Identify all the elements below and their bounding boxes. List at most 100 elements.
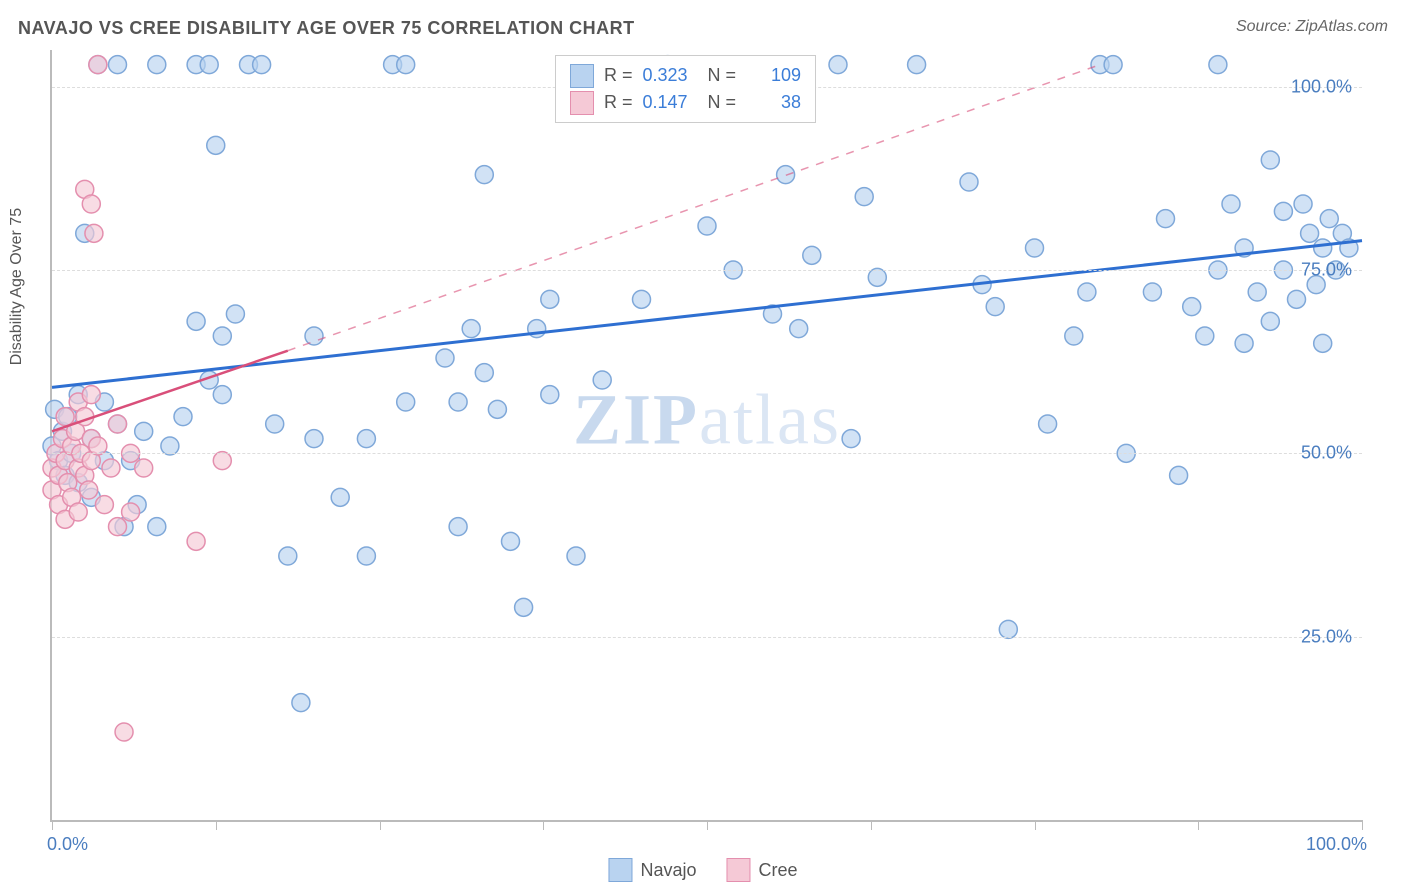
data-point <box>541 386 559 404</box>
data-point <box>842 430 860 448</box>
r-label: R = <box>604 89 633 116</box>
data-point <box>908 56 926 74</box>
y-tick-label: 100.0% <box>1291 76 1352 97</box>
legend-row: R = 0.323 N = 109 <box>570 62 801 89</box>
legend-label: Cree <box>759 860 798 881</box>
data-point <box>82 386 100 404</box>
data-point <box>1143 283 1161 301</box>
data-point <box>174 408 192 426</box>
legend-swatch <box>570 91 594 115</box>
data-point <box>803 246 821 264</box>
data-point <box>213 386 231 404</box>
data-point <box>1248 283 1266 301</box>
data-point <box>213 327 231 345</box>
n-label: N = <box>708 62 737 89</box>
data-point <box>1235 334 1253 352</box>
data-point <box>89 56 107 74</box>
data-point <box>80 481 98 499</box>
data-point <box>829 56 847 74</box>
data-point <box>305 430 323 448</box>
legend-swatch <box>570 64 594 88</box>
data-point <box>1065 327 1083 345</box>
data-point <box>187 532 205 550</box>
data-point <box>1104 56 1122 74</box>
data-point <box>960 173 978 191</box>
data-point <box>567 547 585 565</box>
data-point <box>357 430 375 448</box>
n-value: 109 <box>746 62 801 89</box>
x-tick <box>871 820 872 830</box>
data-point <box>148 56 166 74</box>
r-value: 0.147 <box>643 89 698 116</box>
x-tick <box>1035 820 1036 830</box>
data-point <box>777 166 795 184</box>
data-point <box>1314 239 1332 257</box>
y-tick-label: 50.0% <box>1301 443 1352 464</box>
data-point <box>1222 195 1240 213</box>
series-legend: Navajo Cree <box>608 858 797 882</box>
data-point <box>475 166 493 184</box>
data-point <box>331 488 349 506</box>
data-point <box>292 694 310 712</box>
data-point <box>82 195 100 213</box>
data-point <box>1261 151 1279 169</box>
r-value: 0.323 <box>643 62 698 89</box>
data-point <box>213 452 231 470</box>
data-point <box>102 459 120 477</box>
data-point <box>1196 327 1214 345</box>
data-point <box>305 327 323 345</box>
legend-swatch <box>727 858 751 882</box>
data-point <box>266 415 284 433</box>
data-point <box>161 437 179 455</box>
data-point <box>187 312 205 330</box>
data-point <box>502 532 520 550</box>
data-point <box>868 268 886 286</box>
data-point <box>357 547 375 565</box>
data-point <box>541 290 559 308</box>
y-axis-title: Disability Age Over 75 <box>8 208 26 365</box>
data-point <box>1183 298 1201 316</box>
data-point <box>135 422 153 440</box>
data-point <box>462 320 480 338</box>
r-label: R = <box>604 62 633 89</box>
data-point <box>449 518 467 536</box>
data-point <box>109 56 127 74</box>
data-point <box>148 518 166 536</box>
gridline <box>52 270 1362 271</box>
data-point <box>488 400 506 418</box>
data-point <box>1026 239 1044 257</box>
data-point <box>986 298 1004 316</box>
chart-title: NAVAJO VS CREE DISABILITY AGE OVER 75 CO… <box>18 18 635 38</box>
data-point <box>790 320 808 338</box>
data-point <box>999 620 1017 638</box>
legend-item: Navajo <box>608 858 696 882</box>
gridline <box>52 453 1362 454</box>
data-point <box>436 349 454 367</box>
legend-label: Navajo <box>640 860 696 881</box>
stats-legend: R = 0.323 N = 109 R = 0.147 N = 38 <box>555 55 816 123</box>
x-axis-max-label: 100.0% <box>1306 834 1367 855</box>
x-tick <box>543 820 544 830</box>
data-point <box>475 364 493 382</box>
data-point <box>698 217 716 235</box>
data-point <box>135 459 153 477</box>
x-tick <box>707 820 708 830</box>
n-label: N = <box>708 89 737 116</box>
n-value: 38 <box>746 89 801 116</box>
data-point <box>449 393 467 411</box>
data-point <box>855 188 873 206</box>
data-point <box>1209 56 1227 74</box>
data-point <box>109 415 127 433</box>
data-point <box>1157 210 1175 228</box>
data-point <box>1170 466 1188 484</box>
data-point <box>633 290 651 308</box>
data-point <box>1314 334 1332 352</box>
x-tick <box>1362 820 1363 830</box>
data-point <box>69 503 87 521</box>
data-point <box>1320 210 1338 228</box>
data-point <box>109 518 127 536</box>
y-tick-label: 75.0% <box>1301 260 1352 281</box>
x-axis-min-label: 0.0% <box>47 834 88 855</box>
data-point <box>207 136 225 154</box>
legend-row: R = 0.147 N = 38 <box>570 89 801 116</box>
